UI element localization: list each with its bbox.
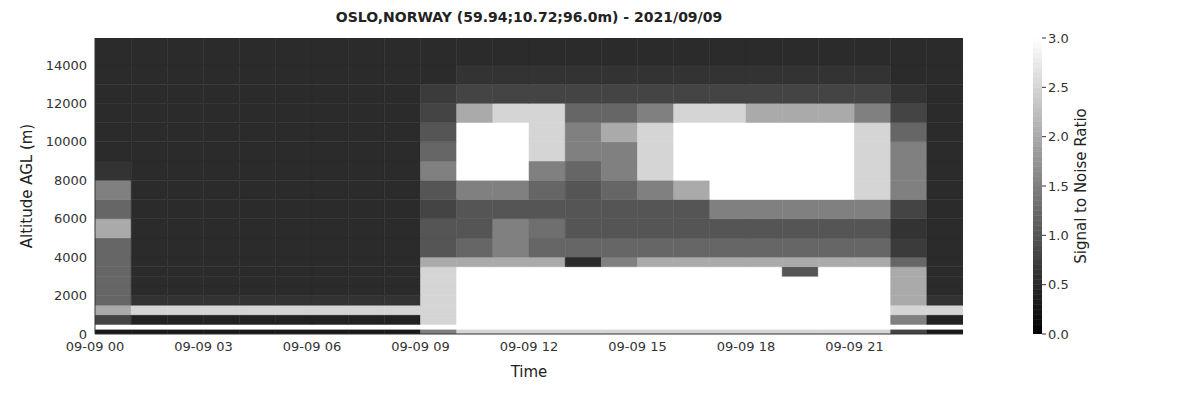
svg-text:10000: 10000 bbox=[46, 134, 87, 149]
svg-text:0: 0 bbox=[79, 327, 87, 342]
svg-text:8000: 8000 bbox=[54, 173, 87, 188]
svg-text:1.0: 1.0 bbox=[1048, 228, 1069, 243]
html-text:Altitude AGL (m): Altitude AGL (m) bbox=[18, 123, 36, 249]
svg-text:09-09 21: 09-09 21 bbox=[825, 339, 883, 354]
svg-text:09-09 03: 09-09 03 bbox=[174, 339, 232, 354]
svg-text:1.5: 1.5 bbox=[1048, 179, 1069, 194]
svg-text:6000: 6000 bbox=[54, 211, 87, 226]
svg-text:3.0: 3.0 bbox=[1048, 31, 1069, 46]
svg-text:09-09 06: 09-09 06 bbox=[283, 339, 341, 354]
svg-text:2000: 2000 bbox=[54, 288, 87, 303]
svg-text:09-09 12: 09-09 12 bbox=[500, 339, 558, 354]
html-text:Signal to Noise Ratio: Signal to Noise Ratio bbox=[1072, 108, 1090, 264]
html-text:Time: Time bbox=[510, 363, 548, 381]
svg-text:09-09 09: 09-09 09 bbox=[391, 339, 449, 354]
svg-text:2.5: 2.5 bbox=[1048, 80, 1069, 95]
svg-text:12000: 12000 bbox=[46, 96, 87, 111]
svg-text:0.5: 0.5 bbox=[1048, 277, 1069, 292]
svg-text:4000: 4000 bbox=[54, 250, 87, 265]
svg-text:2.0: 2.0 bbox=[1048, 129, 1069, 144]
svg-text:09-09 00: 09-09 00 bbox=[66, 339, 124, 354]
html-text:OSLO,NORWAY (59.94;10.72;96.0m: OSLO,NORWAY (59.94;10.72;96.0m) - 2021/0… bbox=[335, 9, 723, 25]
svg-text:0.0: 0.0 bbox=[1048, 327, 1069, 342]
svg-text:14000: 14000 bbox=[46, 58, 87, 73]
svg-text:09-09 15: 09-09 15 bbox=[608, 339, 666, 354]
svg-text:09-09 18: 09-09 18 bbox=[717, 339, 775, 354]
